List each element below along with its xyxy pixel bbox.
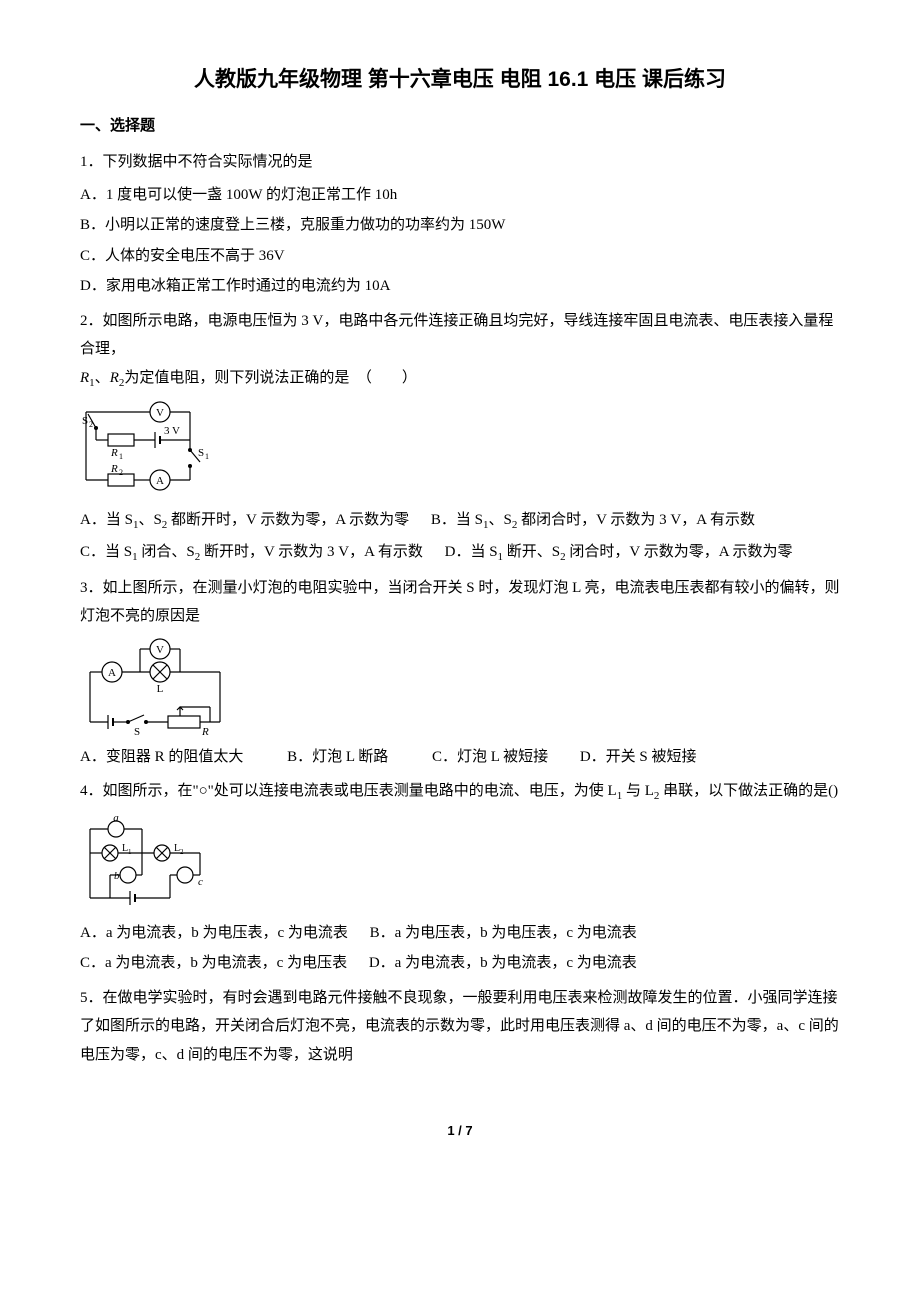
svg-text:a: a xyxy=(113,813,119,824)
q1-option-c: C．人体的安全电压不高于 36V xyxy=(80,242,840,271)
q4-option-d: D．a 为电流表，b 为电流表，c 为电流表 xyxy=(369,949,637,978)
q5-stem: 5．在做电学实验时，有时会遇到电路元件接触不良现象，一般要利用电压表来检测故障发… xyxy=(80,984,840,1070)
q2-option-d: D．当 S1 断开、S2 闭合时，V 示数为零，A 示数为零 xyxy=(445,538,793,568)
question-5: 5．在做电学实验时，有时会遇到电路元件接触不良现象，一般要利用电压表来检测故障发… xyxy=(80,984,840,1070)
q2-sep: 、 xyxy=(95,370,110,386)
q3-options: A．变阻器 R 的阻值太大 B．灯泡 L 断路 C．灯泡 L 被短接 D．开关 … xyxy=(80,743,840,772)
q4-option-b: B．a 为电压表，b 为电压表，c 为电流表 xyxy=(370,919,637,948)
q2-option-b: B．当 S1、S2 都闭合时，V 示数为 3 V，A 有示数 xyxy=(431,506,755,536)
svg-text:V: V xyxy=(156,644,164,656)
question-1: 1．下列数据中不符合实际情况的是 A．1 度电可以使一盏 100W 的灯泡正常工… xyxy=(80,148,840,301)
q4-options-line1: A．a 为电流表，b 为电压表，c 为电流表 B．a 为电压表，b 为电压表，c… xyxy=(80,919,840,948)
q2-r1: R xyxy=(80,370,89,386)
q4-circuit-diagram: a L 1 L 2 b xyxy=(80,813,840,913)
svg-text:2: 2 xyxy=(180,848,184,856)
svg-text:2: 2 xyxy=(119,468,123,477)
q1-option-a: A．1 度电可以使一盏 100W 的灯泡正常工作 10h xyxy=(80,181,840,210)
page-title: 人教版九年级物理 第十六章电压 电阻 16.1 电压 课后练习 xyxy=(80,60,840,100)
svg-text:R: R xyxy=(110,463,118,475)
svg-text:c: c xyxy=(198,876,203,888)
q3-option-a: A．变阻器 R 的阻值太大 xyxy=(80,743,243,772)
q2-option-c: C．当 S1 闭合、S2 断开时，V 示数为 3 V，A 有示数 xyxy=(80,538,423,568)
svg-text:L: L xyxy=(157,683,164,695)
question-4: 4．如图所示，在"○"处可以连接电流表或电压表测量电路中的电流、电压，为使 L1… xyxy=(80,777,840,978)
q1-option-d: D．家用电冰箱正常工作时通过的电流约为 10A xyxy=(80,272,840,301)
q2-option-a: A．当 S1、S2 都断开时，V 示数为零，A 示数为零 xyxy=(80,506,409,536)
svg-text:S: S xyxy=(198,447,204,459)
q2-r2: R xyxy=(110,370,119,386)
svg-text:V: V xyxy=(156,407,164,419)
q3-option-d: D．开关 S 被短接 xyxy=(580,743,697,772)
svg-text:b: b xyxy=(114,870,120,882)
svg-text:R: R xyxy=(110,447,118,459)
svg-text:S: S xyxy=(82,415,88,427)
question-3: 3．如上图所示，在测量小灯泡的电阻实验中，当闭合开关 S 时，发现灯泡 L 亮，… xyxy=(80,574,840,772)
svg-text:3 V: 3 V xyxy=(164,425,180,437)
q2-stem-pre: 2．如图所示电路，电源电压恒为 3 V，电路中各元件连接正确且均完好，导线连接牢… xyxy=(80,313,833,358)
question-2: 2．如图所示电路，电源电压恒为 3 V，电路中各元件连接正确且均完好，导线连接牢… xyxy=(80,307,840,568)
svg-text:S: S xyxy=(134,726,140,737)
q1-stem: 1．下列数据中不符合实际情况的是 xyxy=(80,148,840,177)
q3-circuit-diagram: A L V S xyxy=(80,637,840,737)
q4-option-c: C．a 为电流表，b 为电流表，c 为电压表 xyxy=(80,949,347,978)
svg-text:1: 1 xyxy=(119,452,123,461)
q2-circuit-diagram: V S 2 R 1 3 V xyxy=(80,400,840,500)
svg-text:1: 1 xyxy=(205,452,209,461)
q3-stem: 3．如上图所示，在测量小灯泡的电阻实验中，当闭合开关 S 时，发现灯泡 L 亮，… xyxy=(80,574,840,631)
section-header: 一、选择题 xyxy=(80,112,840,141)
q2-stem: 2．如图所示电路，电源电压恒为 3 V，电路中各元件连接正确且均完好，导线连接牢… xyxy=(80,307,840,394)
q2-options-line1: A．当 S1、S2 都断开时，V 示数为零，A 示数为零 B．当 S1、S2 都… xyxy=(80,506,840,536)
svg-text:2: 2 xyxy=(89,420,93,429)
q2-options-line2: C．当 S1 闭合、S2 断开时，V 示数为 3 V，A 有示数 D．当 S1 … xyxy=(80,538,840,568)
q2-stem-post: 为定值电阻，则下列说法正确的是 （ ） xyxy=(124,370,417,386)
q4-stem: 4．如图所示，在"○"处可以连接电流表或电压表测量电路中的电流、电压，为使 L1… xyxy=(80,777,840,807)
q1-option-b: B．小明以正常的速度登上三楼，克服重力做功的功率约为 150W xyxy=(80,211,840,240)
q4-option-a: A．a 为电流表，b 为电压表，c 为电流表 xyxy=(80,919,348,948)
svg-text:A: A xyxy=(156,475,164,487)
q4-options-line2: C．a 为电流表，b 为电流表，c 为电压表 D．a 为电流表，b 为电流表，c… xyxy=(80,949,840,978)
page-number: 1 / 7 xyxy=(80,1119,840,1144)
svg-text:R: R xyxy=(201,726,209,737)
svg-text:1: 1 xyxy=(128,848,132,856)
q3-option-b: B．灯泡 L 断路 xyxy=(287,743,388,772)
q3-option-c: C．灯泡 L 被短接 xyxy=(432,743,548,772)
svg-text:A: A xyxy=(108,667,116,679)
